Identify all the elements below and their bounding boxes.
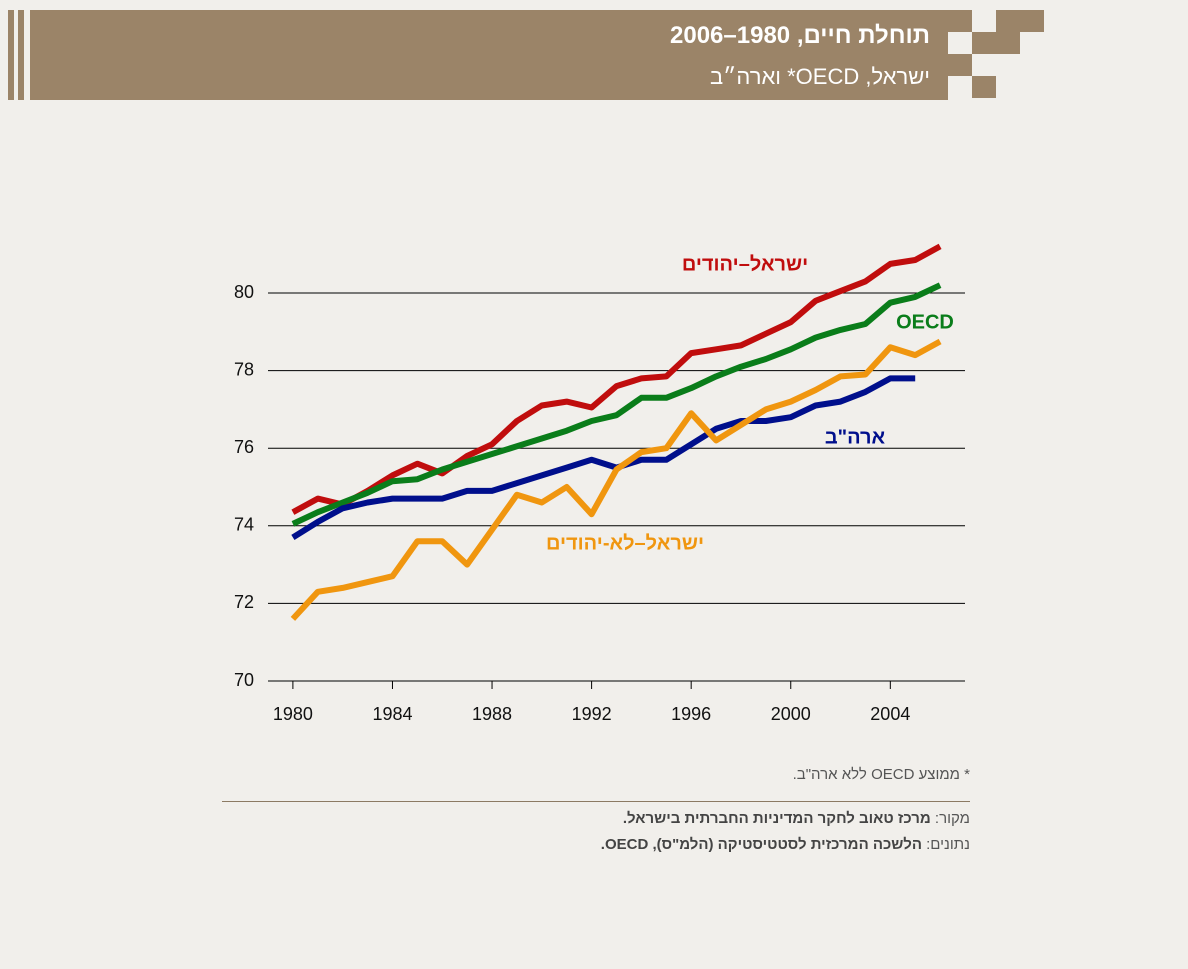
series-label: OECD (896, 311, 954, 333)
x-tick-label: 2000 (771, 704, 811, 724)
data-source: נתונים: הלשכה המרכזית לסטטיסטיקה (הלמ"ס)… (601, 836, 970, 853)
footnote: * ממוצע OECD ללא ארה"ב. (792, 766, 970, 783)
x-tick-label: 1980 (273, 704, 313, 724)
series-line (291, 282, 942, 527)
data-label: נתונים: (926, 836, 970, 853)
series-line (290, 338, 942, 621)
header-band (30, 10, 948, 100)
series-line (291, 375, 916, 540)
series-label: ישראל–לא-יהודים (546, 532, 704, 554)
footnote-rule (222, 801, 970, 802)
source-text: מרכז טאוב לחקר המדיניות החברתית בישראל. (622, 810, 931, 827)
source-label: מקור: (934, 810, 970, 827)
series-label: ישראל–יהודים (682, 253, 808, 275)
series-line (291, 243, 942, 515)
chart-subtitle: ישראל, OECD* וארה״ב (709, 64, 930, 89)
x-tick-label: 1988 (472, 704, 512, 724)
header-checker (948, 10, 1044, 100)
y-tick-label: 70 (234, 670, 254, 690)
series-label: ארה"ב (825, 426, 886, 448)
decor-bar (8, 10, 14, 100)
source: מקור: מרכז טאוב לחקר המדיניות החברתית בי… (623, 810, 970, 827)
x-tick-label: 1992 (572, 704, 612, 724)
decor-bar (18, 10, 24, 100)
y-tick-label: 74 (234, 515, 254, 535)
chart-title: תוחלת חיים, 1980–2006 (670, 22, 930, 49)
x-tick-label: 1996 (671, 704, 711, 724)
y-tick-label: 72 (234, 592, 254, 612)
y-tick-label: 78 (234, 359, 254, 379)
x-tick-label: 1984 (372, 704, 412, 724)
y-tick-label: 80 (234, 282, 254, 302)
data-text: הלשכה המרכזית לסטטיסטיקה (הלמ"ס), OECD. (600, 836, 922, 853)
y-tick-label: 76 (234, 437, 254, 457)
x-tick-label: 2004 (870, 704, 910, 724)
